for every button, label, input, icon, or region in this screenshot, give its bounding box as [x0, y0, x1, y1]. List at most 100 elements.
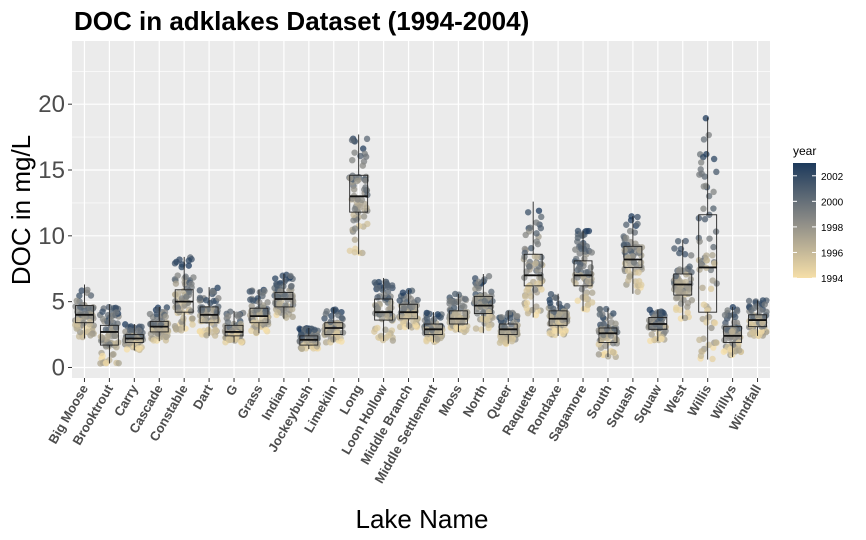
data-point [287, 283, 295, 290]
data-point [397, 315, 404, 322]
data-point [686, 285, 693, 292]
box-body [523, 253, 543, 287]
data-point [451, 309, 459, 317]
data-point [187, 308, 195, 315]
legend-tick-label: 2002 [821, 172, 844, 183]
legend-colorbar [793, 163, 816, 278]
data-point [546, 299, 554, 307]
data-point [595, 351, 603, 358]
data-point [472, 325, 480, 332]
data-point [283, 314, 290, 321]
data-point [232, 336, 240, 343]
data-point [113, 344, 120, 351]
box-body [448, 310, 468, 325]
legend-title: year [793, 144, 816, 158]
data-point [359, 145, 367, 152]
data-point [185, 262, 192, 269]
data-point [630, 259, 638, 266]
data-point [196, 328, 203, 335]
boxplot [149, 306, 169, 342]
data-point [588, 299, 596, 306]
data-point [523, 305, 530, 312]
data-point [514, 312, 521, 320]
data-point [163, 304, 171, 311]
data-point [709, 355, 716, 363]
data-point [686, 263, 693, 270]
data-point [673, 294, 680, 302]
data-point [78, 287, 85, 294]
data-point [362, 153, 370, 160]
data-point [338, 314, 346, 322]
data-point [682, 237, 689, 245]
box-body [349, 174, 369, 213]
boxplot [124, 324, 144, 351]
data-point [623, 221, 630, 228]
data-point [699, 284, 706, 292]
data-point [700, 205, 707, 212]
data-point [555, 300, 563, 307]
boxplot [698, 117, 718, 360]
data-point [672, 306, 680, 313]
year-legend: year 1994 1996 1998 2000 2002 [793, 144, 844, 285]
boxplot [723, 306, 743, 357]
data-point [322, 339, 330, 346]
data-point [757, 306, 764, 314]
data-point [703, 151, 710, 158]
y-axis-title: DOC in mg/L [6, 135, 36, 285]
x-axis-title: Lake Name [356, 504, 489, 534]
data-point [387, 299, 395, 306]
data-point [761, 313, 769, 320]
boxplot [448, 293, 468, 332]
data-point [624, 267, 632, 274]
data-point [603, 305, 610, 313]
data-point [379, 336, 387, 344]
data-point [724, 307, 731, 314]
data-point [104, 333, 111, 340]
data-point [751, 304, 758, 312]
data-point [461, 303, 468, 310]
data-point [351, 249, 358, 256]
data-point [629, 253, 636, 260]
boxplot [249, 289, 269, 334]
data-point [254, 306, 262, 313]
data-point [84, 286, 91, 294]
data-point [351, 225, 359, 232]
data-point [276, 300, 283, 307]
data-point [610, 310, 617, 317]
data-point [713, 168, 720, 176]
x-tick-label: Dart [190, 381, 216, 412]
data-point [703, 319, 710, 326]
data-point [298, 345, 306, 353]
data-point [408, 303, 416, 311]
data-point [709, 277, 716, 284]
data-point [172, 326, 180, 333]
data-point [696, 238, 703, 245]
data-point [589, 289, 596, 296]
data-point [533, 219, 540, 226]
data-point [428, 335, 435, 343]
data-point [313, 343, 321, 350]
data-point [547, 290, 555, 298]
data-point [485, 321, 492, 329]
data-point [634, 288, 641, 295]
data-point [508, 338, 516, 345]
data-point [721, 311, 729, 319]
data-point [296, 325, 303, 332]
data-point [700, 301, 708, 308]
data-point [675, 286, 682, 294]
data-point [248, 288, 256, 295]
data-point [635, 277, 643, 285]
data-point [561, 321, 568, 328]
data-point [534, 253, 541, 261]
data-point [502, 339, 509, 346]
data-point [434, 336, 441, 343]
data-point [388, 304, 395, 311]
x-axis: Big MooseBrooktroutCarryCascadeConstable… [45, 378, 764, 486]
box-body [573, 260, 593, 287]
data-point [399, 289, 407, 296]
data-point [363, 204, 370, 211]
data-point [698, 348, 705, 355]
data-point [759, 319, 766, 327]
data-point [527, 293, 535, 300]
data-point [423, 309, 430, 317]
